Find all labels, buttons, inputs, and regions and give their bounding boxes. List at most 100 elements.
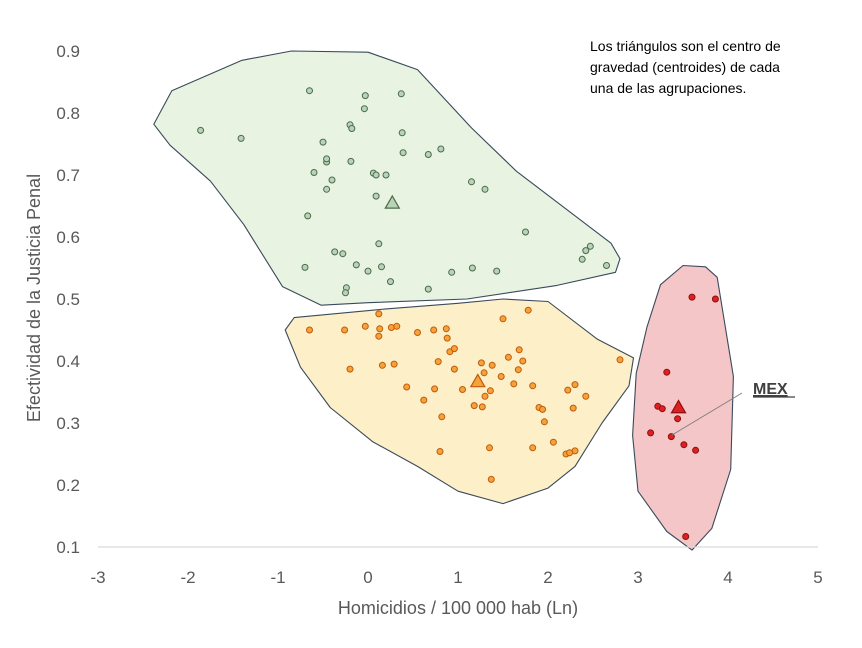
x-tick-label: 5 — [813, 568, 822, 587]
data-point-cluster-1 — [342, 289, 349, 297]
centroid-triangle-3 — [670, 399, 687, 414]
data-point-cluster-1 — [372, 192, 380, 200]
data-point-cluster-2 — [442, 325, 450, 333]
data-point-cluster-2 — [438, 413, 446, 421]
data-point-cluster-1 — [437, 145, 445, 153]
data-point-cluster-2 — [390, 360, 398, 368]
data-point-cluster-2 — [393, 322, 401, 330]
data-point-cluster-1 — [424, 285, 432, 293]
data-point-cluster-3 — [680, 441, 688, 449]
data-point-cluster-1 — [468, 178, 475, 186]
data-point-cluster-2 — [420, 396, 428, 404]
data-point-cluster-2 — [540, 418, 548, 426]
data-point-cluster-1 — [331, 248, 339, 256]
y-tick-labels: 0.1 0.2 0.3 0.4 0.5 0.6 0.7 0.8 0.9 — [56, 42, 80, 557]
data-point-cluster-1 — [352, 261, 360, 269]
cluster-hulls — [153, 50, 734, 551]
data-point-cluster-1 — [448, 268, 456, 276]
data-point-cluster-2 — [378, 361, 386, 369]
y-tick-label: 0.8 — [56, 104, 80, 123]
y-tick-label: 0.1 — [56, 538, 80, 557]
data-point-cluster-2 — [361, 322, 369, 330]
note-line-3: una de las agrupaciones. — [590, 80, 746, 96]
note-line-2: gravedad (centroides) de cada — [590, 59, 780, 75]
data-point-cluster-2 — [519, 357, 527, 365]
data-point-cluster-1 — [398, 129, 406, 137]
data-point-cluster-2 — [514, 366, 522, 374]
data-point-cluster-1 — [323, 185, 331, 193]
data-point-cluster-2 — [414, 329, 421, 336]
data-point-cluster-1 — [348, 125, 356, 132]
data-point-cluster-2 — [477, 359, 485, 367]
data-point-cluster-2 — [539, 405, 547, 413]
data-point-cluster-2 — [488, 361, 496, 369]
x-tick-label: 1 — [453, 568, 462, 587]
data-point-cluster-2 — [497, 373, 505, 380]
data-point-cluster-1 — [301, 263, 309, 271]
x-tick-label: 3 — [633, 568, 642, 587]
data-point-cluster-2 — [529, 444, 537, 452]
data-point-cluster-1 — [582, 247, 590, 255]
data-point-cluster-2 — [571, 381, 579, 389]
y-tick-label: 0.9 — [56, 42, 80, 61]
data-point-cluster-1 — [319, 138, 327, 146]
data-point-cluster-1 — [306, 87, 313, 95]
mex-label: MEX — [753, 381, 788, 398]
data-point-cluster-2 — [306, 326, 313, 334]
data-point-cluster-1 — [360, 105, 368, 113]
data-point-cluster-1 — [197, 126, 205, 134]
centroids — [384, 194, 687, 414]
data-point-cluster-2 — [549, 438, 557, 446]
data-point-cluster-1 — [468, 264, 476, 272]
data-point-cluster-2 — [510, 380, 518, 388]
data-point-cluster-2 — [529, 382, 537, 390]
x-tick-label: -2 — [180, 568, 195, 587]
data-point-cluster-2 — [524, 306, 532, 314]
data-point-cluster-1 — [397, 90, 405, 98]
data-point-cluster-1 — [372, 171, 380, 179]
data-point-cluster-3 — [674, 415, 682, 423]
centroid-triangle-2 — [469, 373, 486, 388]
data-point-cluster-1 — [310, 169, 318, 176]
data-point-cluster-1 — [382, 171, 390, 179]
data-point-cluster-3 — [663, 368, 671, 376]
data-point-cluster-1 — [387, 278, 394, 286]
data-point-cluster-1 — [364, 267, 372, 275]
y-tick-label: 0.2 — [56, 476, 80, 495]
data-point-cluster-1 — [328, 176, 336, 184]
y-axis-label: Efectividad de la Justicia Penal — [24, 174, 44, 422]
y-tick-label: 0.5 — [56, 290, 80, 309]
data-point-cluster-1 — [578, 255, 586, 263]
x-axis-label: Homicidios / 100 000 hab (Ln) — [338, 598, 578, 618]
data-point-cluster-1 — [424, 151, 432, 158]
data-point-cluster-2 — [569, 404, 577, 412]
data-point-cluster-2 — [403, 383, 411, 391]
data-point-cluster-2 — [486, 444, 493, 452]
x-tick-label: 2 — [543, 568, 552, 587]
data-point-cluster-2 — [504, 353, 512, 361]
data-point-cluster-1 — [586, 242, 594, 250]
data-point-cluster-2 — [582, 392, 590, 400]
data-point-cluster-2 — [375, 310, 383, 318]
data-point-cluster-1 — [522, 228, 529, 236]
data-point-cluster-2 — [616, 356, 624, 364]
data-point-cluster-1 — [339, 250, 347, 258]
data-point-cluster-2 — [431, 385, 439, 393]
data-point-cluster-2 — [443, 334, 451, 342]
y-tick-label: 0.6 — [56, 228, 80, 247]
x-tick-label: 0 — [363, 568, 372, 587]
data-point-cluster-3 — [692, 446, 700, 454]
data-point-cluster-2 — [450, 345, 458, 353]
data-point-cluster-2 — [515, 346, 523, 354]
data-point-cluster-2 — [481, 392, 489, 400]
x-tick-label: -3 — [90, 568, 105, 587]
data-point-cluster-2 — [376, 325, 384, 333]
data-point-cluster-2 — [499, 315, 507, 323]
data-point-cluster-3 — [658, 405, 666, 413]
data-point-cluster-2 — [470, 402, 478, 410]
data-point-cluster-2 — [478, 403, 486, 411]
data-point-cluster-1 — [378, 263, 385, 271]
data-point-cluster-2 — [436, 448, 444, 455]
x-tick-label: 4 — [723, 568, 732, 587]
